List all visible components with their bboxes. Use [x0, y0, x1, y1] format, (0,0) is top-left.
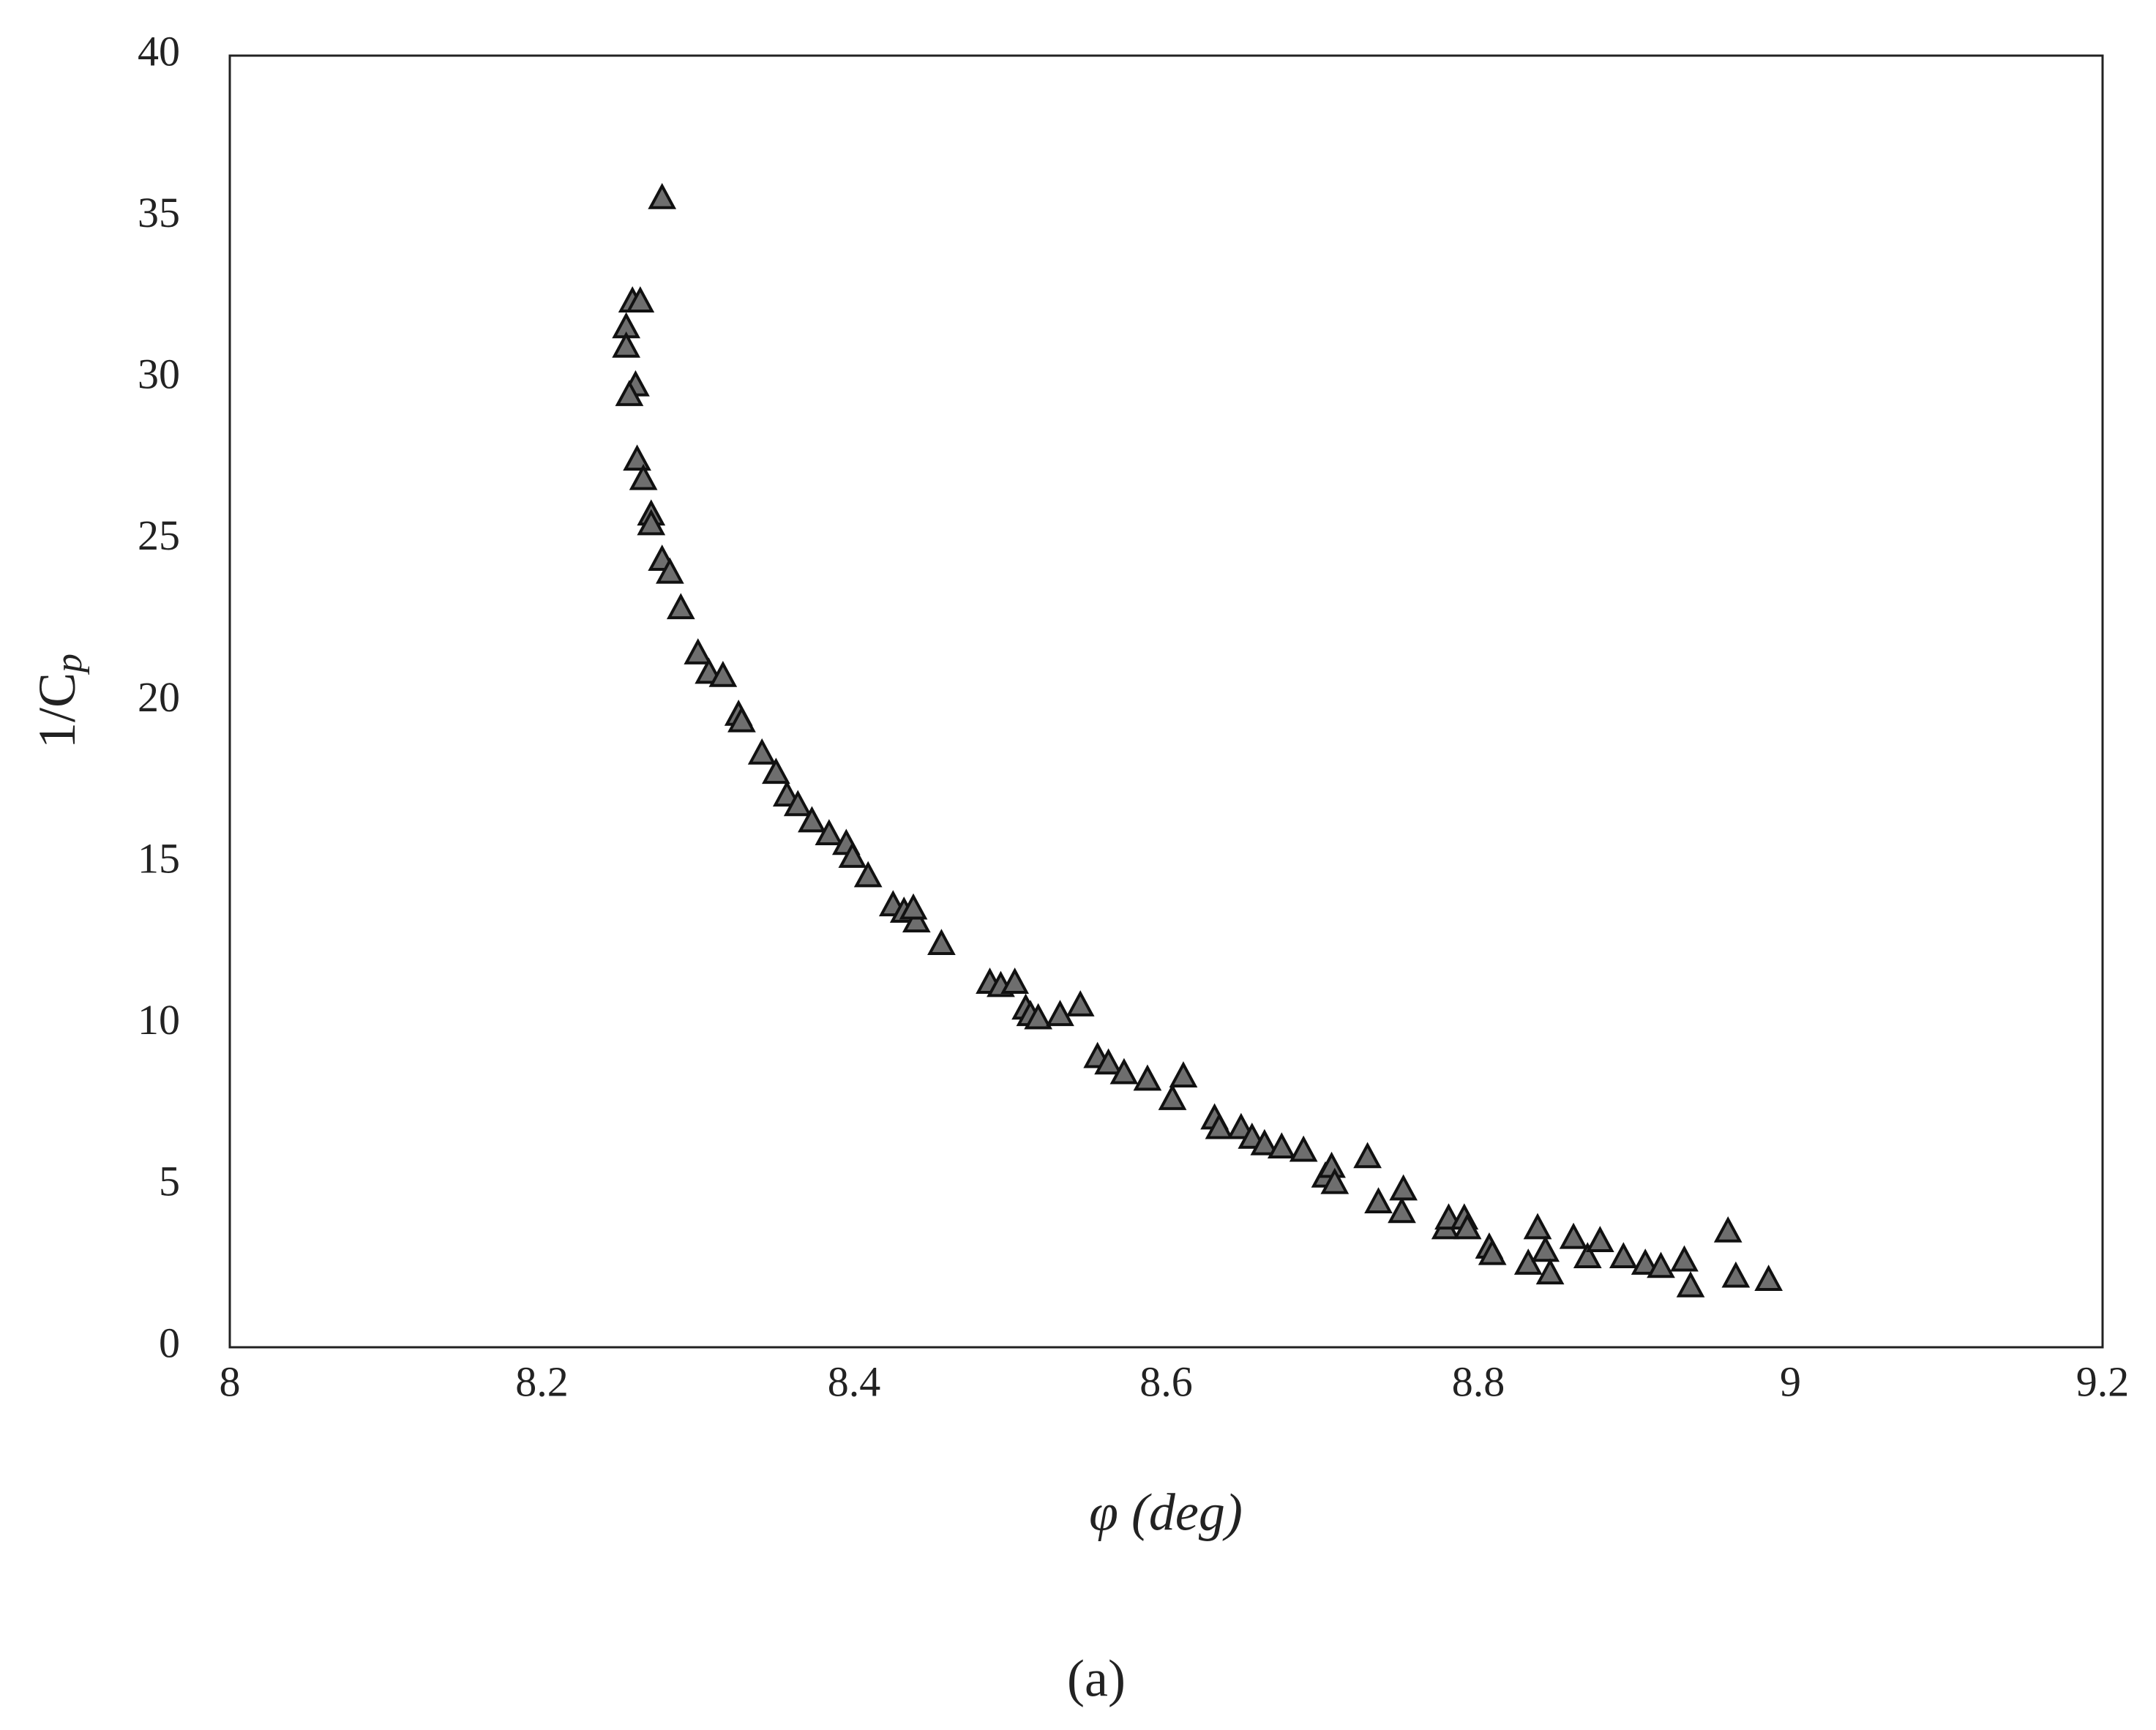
y-tick-label: 10 — [138, 996, 180, 1044]
data-point — [1513, 1248, 1543, 1275]
data-point — [1754, 1265, 1783, 1291]
data-point — [1169, 1061, 1198, 1087]
data-point — [899, 893, 928, 920]
data-point — [1453, 1213, 1482, 1240]
data-point — [708, 660, 738, 687]
y-axis-label-sub: p — [48, 654, 90, 675]
data-point — [1289, 1135, 1318, 1162]
x-tick-label: 9 — [1780, 1358, 1801, 1405]
data-point — [815, 819, 844, 846]
data-point — [648, 182, 677, 209]
data-point — [1531, 1235, 1560, 1262]
data-point — [1364, 1187, 1393, 1214]
data-point — [1109, 1057, 1139, 1085]
data-point — [612, 331, 641, 358]
data-point — [1535, 1258, 1565, 1285]
data-point — [838, 842, 867, 868]
y-axis-label: 1/Cp — [28, 654, 90, 749]
data-point — [1573, 1242, 1602, 1269]
y-tick-label: 30 — [138, 351, 180, 398]
data-point — [1676, 1270, 1705, 1298]
data-point — [1267, 1132, 1296, 1159]
data-point — [762, 757, 790, 785]
x-axis-label: φ (deg) — [1089, 1483, 1243, 1542]
data-point — [684, 638, 713, 664]
y-tick-label: 0 — [159, 1319, 180, 1366]
data-point — [1066, 990, 1095, 1016]
data-point — [1046, 1000, 1074, 1027]
x-tick-label: 8.4 — [828, 1358, 881, 1405]
data-point — [1713, 1216, 1743, 1243]
data-point — [1670, 1245, 1699, 1272]
data-point — [1478, 1238, 1507, 1265]
y-tick-label: 35 — [138, 189, 180, 236]
data-point — [853, 861, 883, 888]
data-point — [1585, 1226, 1614, 1252]
data-point — [1609, 1242, 1638, 1269]
data-point — [1559, 1222, 1588, 1249]
y-tick-label: 40 — [138, 27, 180, 75]
data-point — [623, 444, 651, 471]
data-point — [1721, 1261, 1751, 1288]
data-point — [1388, 1197, 1416, 1224]
data-point — [1647, 1251, 1675, 1278]
data-point — [629, 463, 658, 490]
y-tick-label: 20 — [138, 673, 180, 721]
data-point — [783, 790, 812, 817]
y-tick-label: 25 — [138, 512, 180, 559]
data-point — [1133, 1064, 1162, 1091]
x-tick-label: 8 — [220, 1358, 241, 1405]
caption: (a) — [1067, 1650, 1126, 1708]
data-point — [615, 380, 644, 406]
data-point — [1000, 967, 1030, 994]
data-point — [1389, 1174, 1418, 1201]
data-point — [656, 557, 684, 584]
data-point — [637, 509, 666, 536]
data-point — [747, 738, 776, 765]
data-point — [1024, 1003, 1052, 1030]
data-point — [1353, 1142, 1382, 1169]
y-axis-label-base: 1/C — [28, 673, 86, 749]
x-tick-label: 8.8 — [1452, 1358, 1505, 1405]
data-point — [727, 705, 756, 733]
data-point — [927, 929, 956, 956]
data-point — [1094, 1048, 1123, 1075]
data-point — [1250, 1128, 1279, 1156]
data-point — [798, 806, 826, 833]
data-point — [626, 286, 655, 312]
data-point — [1158, 1084, 1187, 1110]
data-point — [1205, 1112, 1234, 1139]
data-point — [666, 593, 695, 620]
x-tick-label: 8.6 — [1139, 1358, 1193, 1405]
data-point — [902, 906, 931, 933]
y-tick-label: 15 — [138, 834, 180, 882]
x-tick-label: 9.2 — [2076, 1358, 2130, 1405]
data-point — [1631, 1248, 1660, 1275]
data-point — [1523, 1213, 1552, 1240]
y-tick-label: 5 — [159, 1158, 180, 1205]
x-tick-label: 8.2 — [515, 1358, 569, 1405]
data-point — [1320, 1167, 1350, 1194]
plot-frame — [228, 54, 2104, 1349]
